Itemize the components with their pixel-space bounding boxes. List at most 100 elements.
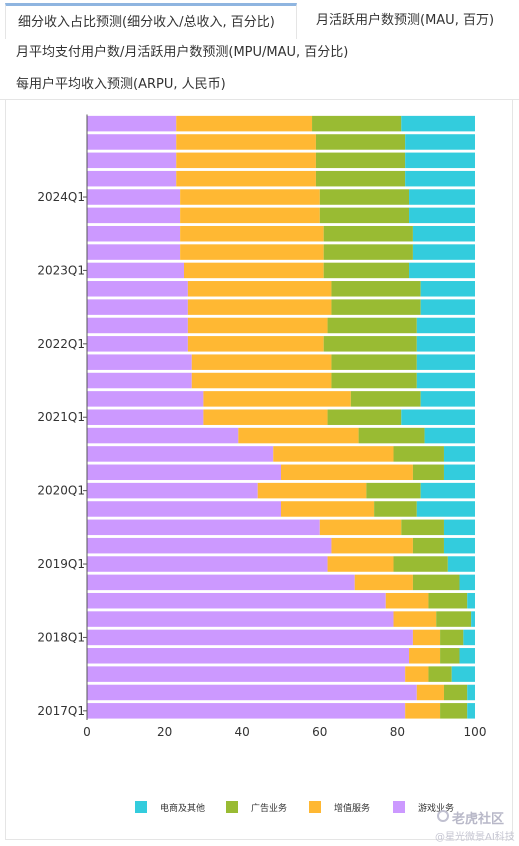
bar-segment-28-0	[87, 189, 181, 205]
bar-segment-0-1	[405, 703, 441, 719]
x-tick-label: 80	[390, 725, 405, 739]
bar-segment-14-3	[443, 446, 475, 462]
bar-segment-14-1	[273, 446, 394, 462]
bar-segment-15-3	[424, 427, 475, 444]
bar-segment-23-1	[187, 281, 332, 297]
bar-segment-21-3	[416, 317, 475, 334]
bar-segment-20-1	[187, 336, 324, 352]
bar-segment-12-1	[257, 482, 367, 499]
bar-segment-32-1	[176, 115, 313, 132]
bar-segment-27-3	[409, 207, 475, 224]
bar-segment-18-1	[191, 372, 332, 389]
bar-segment-5-0	[87, 611, 394, 627]
bar-segment-5-3	[471, 611, 475, 627]
bar-segment-3-0	[87, 648, 410, 664]
bar-segment-11-1	[281, 501, 375, 517]
y-tick-label: 2023Q1	[37, 263, 85, 277]
bar-segment-9-0	[87, 537, 332, 554]
bar-segment-16-0	[87, 409, 204, 425]
bar-segment-16-3	[401, 409, 475, 425]
bar-segment-11-2	[374, 501, 417, 517]
bar-segment-7-0	[87, 574, 355, 591]
bar-segment-8-2	[393, 556, 448, 572]
legend: 电商及其他 广告业务 增值服务 游戏业务	[135, 801, 454, 814]
tab-arpu[interactable]: 每用户平均收入预测(ARPU, 人民币)	[16, 77, 226, 92]
x-tick-label: 40	[235, 725, 250, 739]
bar-segment-19-1	[191, 354, 332, 370]
bar-segment-30-0	[87, 152, 177, 169]
bar-segment-20-0	[87, 336, 188, 352]
bar-segment-29-0	[87, 170, 177, 187]
bar-segment-21-1	[187, 317, 328, 334]
bar-segment-18-3	[416, 372, 475, 389]
bar-segment-3-2	[440, 648, 460, 664]
bar-segment-25-0	[87, 244, 181, 260]
bar-segment-20-3	[416, 336, 475, 352]
bar-segment-1-1	[416, 684, 444, 701]
bar-segment-0-3	[467, 703, 475, 719]
x-tick-label: 20	[157, 725, 172, 739]
bar-segment-12-3	[420, 482, 475, 499]
bar-segment-14-2	[393, 446, 444, 462]
bar-segment-22-1	[187, 299, 332, 315]
bar-segment-31-3	[405, 134, 475, 150]
bar-segment-11-0	[87, 501, 281, 517]
bar-segment-13-2	[412, 464, 444, 481]
bar-segment-25-1	[180, 244, 324, 260]
bar-segment-5-2	[436, 611, 472, 627]
y-tick-label: 2018Q1	[37, 630, 85, 644]
watermark-logo-icon	[437, 810, 449, 822]
bar-segment-17-2	[350, 391, 421, 407]
tab-mau[interactable]: 月活跃用户数预测(MAU, 百万)	[316, 13, 495, 28]
bar-segment-2-3	[451, 666, 475, 682]
tab-mpu-mau[interactable]: 月平均支付用户数/月活跃用户数预测(MPU/MAU, 百分比)	[16, 45, 349, 60]
bar-segment-13-3	[443, 464, 475, 481]
bar-segment-9-1	[331, 537, 413, 554]
bar-segment-22-0	[87, 299, 188, 315]
bar-segment-1-2	[443, 684, 468, 701]
legend-swatch	[393, 801, 405, 813]
bar-segment-2-2	[428, 666, 452, 682]
bar-segment-32-2	[312, 115, 402, 132]
bar-segment-16-2	[327, 409, 402, 425]
y-tick-label: 2017Q1	[37, 704, 85, 718]
chart-panel	[5, 100, 513, 840]
legend-swatch	[135, 801, 147, 813]
bar-segment-24-1	[184, 262, 324, 279]
bar-segment-27-0	[87, 207, 181, 224]
bar-segment-19-3	[416, 354, 475, 370]
bar-segment-26-2	[323, 225, 413, 242]
bar-segment-24-2	[323, 262, 410, 279]
bar-segment-9-3	[443, 537, 475, 554]
bar-segment-6-2	[428, 592, 468, 609]
bar-segment-31-2	[315, 134, 406, 150]
bar-segment-27-2	[319, 207, 410, 224]
bar-segment-22-3	[420, 299, 475, 315]
y-tick-label: 2021Q1	[37, 410, 85, 424]
bar-segment-2-1	[405, 666, 429, 682]
y-tick-label: 2019Q1	[37, 557, 85, 571]
bar-segment-4-2	[440, 629, 464, 646]
bar-segment-10-2	[401, 519, 444, 536]
bar-segment-29-2	[315, 170, 406, 187]
bar-segment-1-3	[467, 684, 475, 701]
bar-segment-25-3	[412, 244, 475, 260]
bar-segment-32-0	[87, 115, 177, 132]
bar-segment-28-1	[180, 189, 320, 205]
bar-segment-4-3	[463, 629, 475, 646]
bars-group	[87, 115, 475, 719]
x-tick-label: 0	[83, 725, 91, 739]
bar-segment-30-2	[315, 152, 406, 169]
bar-segment-32-3	[401, 115, 475, 132]
bar-segment-6-0	[87, 592, 386, 609]
bar-segment-25-2	[323, 244, 413, 260]
legend-label: 游戏业务	[418, 802, 454, 814]
x-tick-label: 100	[464, 725, 487, 739]
y-tick-label: 2024Q1	[37, 190, 85, 204]
bar-segment-13-1	[281, 464, 413, 481]
bar-segment-23-0	[87, 281, 188, 297]
bar-segment-27-1	[180, 207, 320, 224]
tab-revenue-share[interactable]: 细分收入占比预测(细分收入/总收入, 百分比)	[5, 3, 297, 39]
bar-segment-15-2	[358, 427, 425, 444]
bar-segment-0-2	[440, 703, 468, 719]
